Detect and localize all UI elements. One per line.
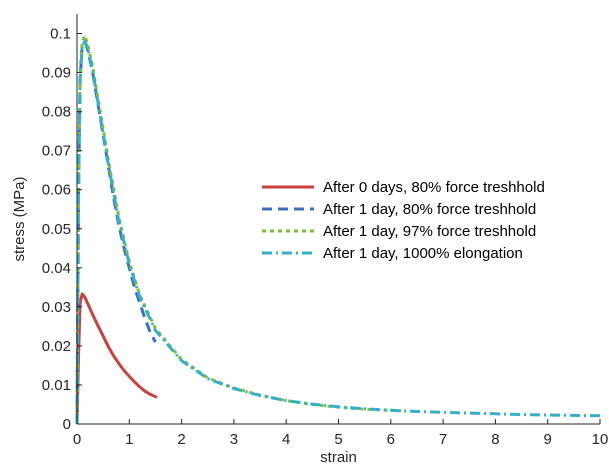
legend-label-4: After 1 day, 1000% elongation bbox=[323, 245, 523, 262]
series-layer bbox=[75, 34, 601, 425]
y-tick-label: 0.07 bbox=[42, 143, 71, 160]
plot-area bbox=[77, 14, 600, 424]
y-axis-label: stress (MPa) bbox=[11, 176, 28, 261]
x-tick-label: 2 bbox=[177, 431, 185, 448]
y-tick-label: 0.01 bbox=[42, 377, 71, 394]
y-tick-label: 0.06 bbox=[42, 182, 71, 199]
series-line-1 bbox=[75, 292, 158, 425]
legend-label-2: After 1 day, 80% force treshhold bbox=[323, 201, 536, 218]
x-tick-label: 10 bbox=[592, 431, 609, 448]
legend: After 0 days, 80% force treshhold After 1… bbox=[262, 179, 545, 262]
plot-background bbox=[77, 14, 600, 424]
x-tick-label: 1 bbox=[125, 431, 133, 448]
series-line-4 bbox=[75, 39, 601, 425]
series-line-3 bbox=[75, 34, 402, 425]
x-tick-label: 3 bbox=[230, 431, 238, 448]
y-tick-label: 0.05 bbox=[42, 221, 71, 238]
x-tick-label: 7 bbox=[439, 431, 447, 448]
y-tick-label: 0.08 bbox=[42, 104, 71, 121]
y-tick-label: 0.1 bbox=[50, 26, 71, 43]
x-tick-label: 6 bbox=[387, 431, 395, 448]
y-tick-label: 0.02 bbox=[42, 338, 71, 355]
x-tick-label: 0 bbox=[73, 431, 81, 448]
x-tick-label: 5 bbox=[334, 431, 342, 448]
axes-layer: 0 1 2 3 4 5 6 7 8 9 10 0 0.01 0.02 0.03 0.04 0.05 0.06 0.0… bbox=[42, 14, 609, 448]
x-tick-label: 9 bbox=[544, 431, 552, 448]
y-tick-label: 0.09 bbox=[42, 65, 71, 82]
y-tick-label: 0.04 bbox=[42, 260, 71, 277]
legend-label-3: After 1 day, 97% force treshhold bbox=[323, 223, 536, 240]
y-tick-label: 0 bbox=[63, 416, 71, 433]
y-tick-label: 0.03 bbox=[42, 299, 71, 316]
x-tick-label: 4 bbox=[282, 431, 290, 448]
legend-label-1: After 0 days, 80% force treshhold bbox=[323, 179, 545, 196]
x-tick-label: 8 bbox=[491, 431, 499, 448]
x-axis-label: strain bbox=[320, 449, 357, 466]
